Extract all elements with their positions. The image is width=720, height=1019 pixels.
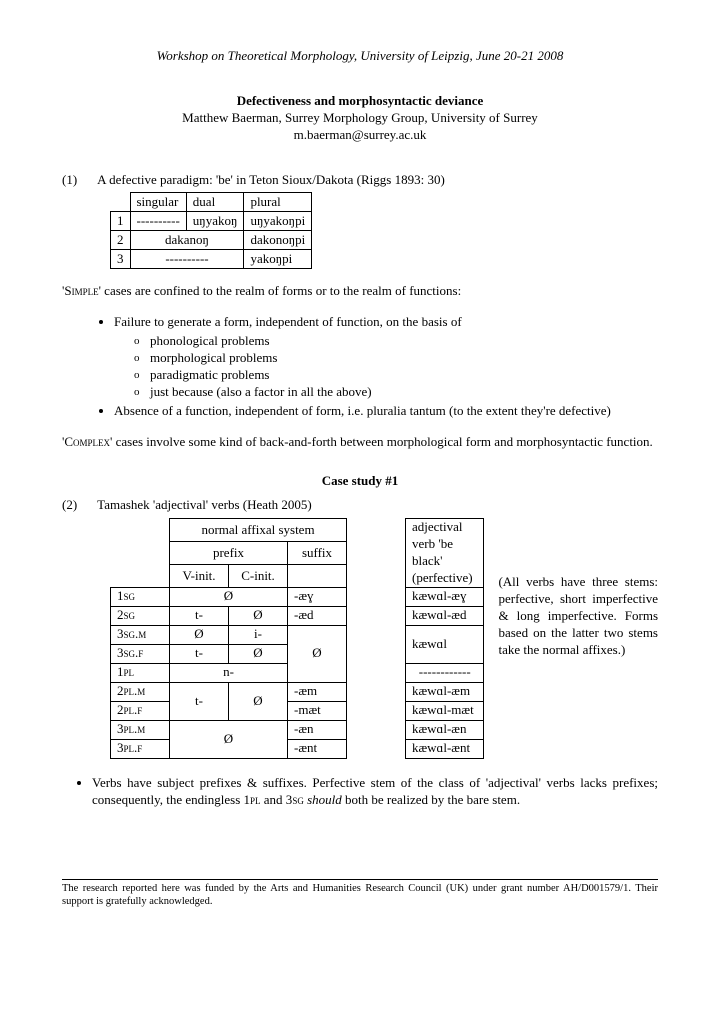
t1-row-2-label: 2 — [111, 231, 131, 250]
example-2-description: Tamashek 'adjectival' verbs (Heath 2005) — [97, 497, 312, 514]
t2-r5-label: 1pl — [111, 663, 170, 682]
bullet-verbs-item: Verbs have subject prefixes & suffixes. … — [92, 775, 658, 809]
t2-r3-label: 3sg.m — [111, 625, 170, 644]
t2-r4-vinit: t- — [170, 644, 229, 663]
t2-r8-suffix: -æn — [288, 720, 347, 739]
example-2-heading: (2) Tamashek 'adjectival' verbs (Heath 2… — [62, 497, 658, 514]
footer-acknowledgement: The research reported here was funded by… — [62, 879, 658, 909]
t2-r2-cinit: Ø — [229, 606, 288, 625]
simple-label: 'Simple — [62, 283, 99, 298]
author-line: Matthew Baerman, Surrey Morphology Group… — [62, 110, 658, 127]
t1-r1-du: uŋyakoŋ — [186, 212, 244, 231]
t2-r67-cinit: Ø — [229, 682, 288, 720]
bullet-verbs: Verbs have subject prefixes & suffixes. … — [92, 775, 658, 809]
t1-r3-pl: yakoŋpi — [244, 250, 312, 269]
t2-r89-prefix: Ø — [170, 720, 288, 758]
bullet-failure: Failure to generate a form, independent … — [114, 314, 658, 400]
t2-r6-label: 2pl.m — [111, 682, 170, 701]
t2-r4-label: 3sg.f — [111, 644, 170, 663]
t2-h-cinit: C-init. — [229, 565, 288, 588]
complex-cases-para: 'Complex' cases involve some kind of bac… — [62, 434, 658, 451]
t2-r6-adj: kæwɑl-æm — [406, 682, 484, 701]
workshop-header: Workshop on Theoretical Morphology, Univ… — [62, 48, 658, 65]
table-2: normal affixal system adjectival verb 'b… — [110, 518, 484, 759]
t1-row-3-label: 3 — [111, 250, 131, 269]
example-2-row: normal affixal system adjectival verb 'b… — [62, 518, 658, 759]
complex-label: 'Complex' — [62, 434, 112, 449]
t1-col-plural: plural — [244, 193, 312, 212]
t2-r345-suffix: Ø — [288, 625, 347, 682]
t1-col-singular: singular — [130, 193, 186, 212]
bul3-should: should — [307, 792, 342, 807]
t2-r67-vinit: t- — [170, 682, 229, 720]
t1-col-dual: dual — [186, 193, 244, 212]
bul3-b: and 3 — [261, 792, 293, 807]
sub-phon: phonological problems — [134, 333, 658, 350]
t2-r1-suffix: -æɣ — [288, 587, 347, 606]
t1-r3-sgdu: ---------- — [130, 250, 244, 269]
t2-r7-label: 2pl.f — [111, 701, 170, 720]
t1-r1-pl: uŋyakoŋpi — [244, 212, 312, 231]
bullet-failure-text: Failure to generate a form, independent … — [114, 314, 462, 329]
t1-r2-pl: dakonoŋpi — [244, 231, 312, 250]
t2-r2-vinit: t- — [170, 606, 229, 625]
t2-h-adj: adjectival verb 'be black' (perfective) — [406, 519, 484, 588]
t2-r1-prefix: Ø — [170, 587, 288, 606]
t2-r2-suffix: -æd — [288, 606, 347, 625]
sub-para: paradigmatic problems — [134, 367, 658, 384]
t2-r5-prefix: n- — [170, 663, 288, 682]
example-2-number: (2) — [62, 497, 77, 514]
simple-bullet-list: Failure to generate a form, independent … — [114, 314, 658, 419]
t2-r34-adj: kæwɑl — [406, 625, 484, 663]
t2-h-suffix: suffix — [288, 542, 347, 565]
t2-r3-cinit: i- — [229, 625, 288, 644]
simple-intro-text: ' cases are confined to the realm of for… — [99, 283, 462, 298]
t2-r9-adj: kæwɑl-ænt — [406, 739, 484, 758]
bullet-absence: Absence of a function, independent of fo… — [114, 403, 658, 420]
bul3-pl: pl — [250, 792, 261, 807]
table-2-side-note: (All verbs have three stems: perfective,… — [498, 518, 658, 658]
t2-r8-label: 3pl.m — [111, 720, 170, 739]
t2-r6-suffix: -æm — [288, 682, 347, 701]
title-block: Defectiveness and morphosyntactic devian… — [62, 93, 658, 144]
t2-r9-label: 3pl.f — [111, 739, 170, 758]
t2-r2-label: 2sg — [111, 606, 170, 625]
t1-r2-sgdu: dakanoŋ — [130, 231, 244, 250]
t2-r3-vinit: Ø — [170, 625, 229, 644]
t2-h-prefix: prefix — [170, 542, 288, 565]
example-1-number: (1) — [62, 172, 77, 189]
table-1: singular dual plural 1 ---------- uŋyako… — [110, 192, 312, 269]
t2-r9-suffix: -ænt — [288, 739, 347, 758]
simple-cases-para: 'Simple' cases are confined to the realm… — [62, 283, 658, 300]
example-1-heading: (1) A defective paradigm: 'be' in Teton … — [62, 172, 658, 189]
t1-r1-sg: ---------- — [130, 212, 186, 231]
t2-r1-adj: kæwɑl-æɣ — [406, 587, 484, 606]
t2-h-normal: normal affixal system — [170, 519, 347, 542]
bullet-failure-sublist: phonological problems morphological prob… — [134, 333, 658, 401]
t2-corner — [111, 519, 170, 542]
t2-r7-suffix: -mæt — [288, 701, 347, 720]
bul3-c: both be realized by the bare stem. — [342, 792, 520, 807]
case-study-1-heading: Case study #1 — [62, 473, 658, 490]
t2-r8-adj: kæwɑl-æn — [406, 720, 484, 739]
sub-just: just because (also a factor in all the a… — [134, 384, 658, 401]
example-1-description: A defective paradigm: 'be' in Teton Siou… — [97, 172, 445, 189]
t2-r7-adj: kæwɑl-mæt — [406, 701, 484, 720]
t2-r2-adj: kæwɑl-æd — [406, 606, 484, 625]
t2-gap — [347, 519, 406, 588]
bul3-sg: sg — [292, 792, 304, 807]
complex-rest: cases involve some kind of back-and-fort… — [112, 434, 652, 449]
paper-title: Defectiveness and morphosyntactic devian… — [62, 93, 658, 110]
t2-r5-adj: ------------ — [406, 663, 484, 682]
t2-h-vinit: V-init. — [170, 565, 229, 588]
t1-row-1-label: 1 — [111, 212, 131, 231]
sub-morph: morphological problems — [134, 350, 658, 367]
author-email: m.baerman@surrey.ac.uk — [62, 127, 658, 144]
t2-r1-label: 1sg — [111, 587, 170, 606]
t1-corner — [111, 193, 131, 212]
t2-r4-cinit: Ø — [229, 644, 288, 663]
